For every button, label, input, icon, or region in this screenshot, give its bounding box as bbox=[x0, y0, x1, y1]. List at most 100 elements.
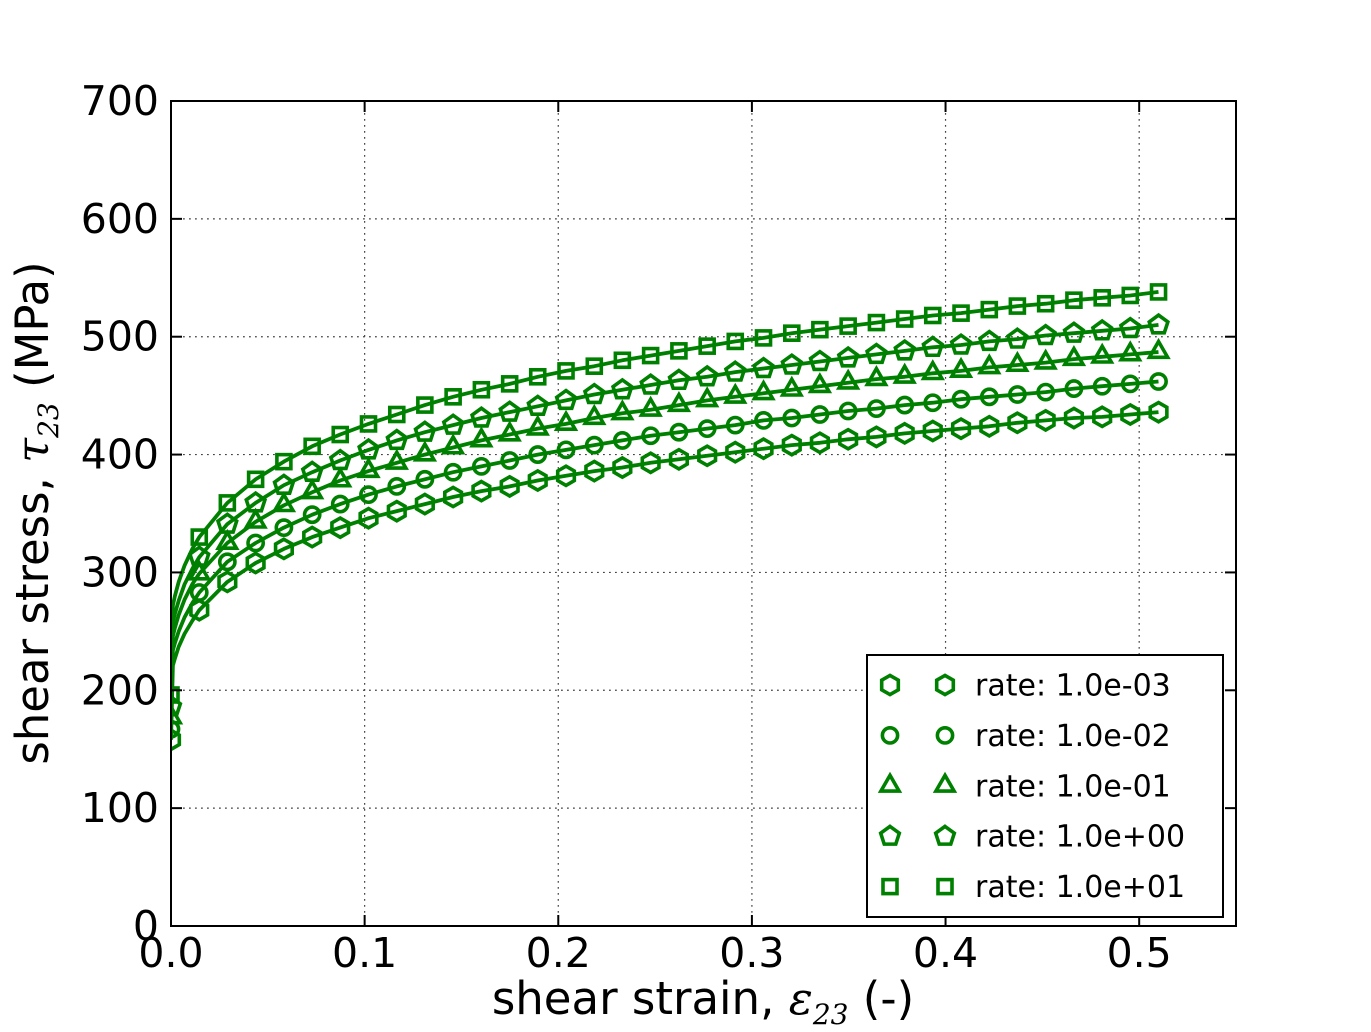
square-marker-icon bbox=[171, 686, 180, 704]
circle-marker-icon bbox=[330, 494, 350, 514]
pentagon-marker-icon bbox=[272, 473, 296, 495]
hexagon-marker-icon bbox=[414, 492, 435, 516]
y-tick-label: 500 bbox=[81, 313, 159, 361]
triangle-marker-icon bbox=[497, 420, 522, 442]
circle-marker-icon bbox=[415, 469, 435, 489]
y-tick-label: 200 bbox=[81, 666, 159, 714]
hexagon-marker-icon bbox=[922, 419, 943, 443]
pentagon-marker-icon bbox=[949, 332, 973, 355]
hexagon-marker-icon bbox=[386, 499, 407, 523]
hexagon-marker-icon bbox=[358, 506, 379, 530]
pentagon-marker-icon bbox=[554, 388, 578, 411]
legend-label: rate: 1.0e+01 bbox=[975, 870, 1185, 905]
square-marker-icon bbox=[416, 396, 434, 414]
square-marker-icon bbox=[444, 388, 462, 406]
hexagon-marker-icon bbox=[443, 485, 464, 509]
pentagon-marker-icon bbox=[300, 460, 324, 482]
circle-marker-icon bbox=[471, 456, 491, 476]
hexagon-marker-icon bbox=[640, 451, 661, 475]
hexagon-marker-icon bbox=[471, 479, 492, 503]
y-tick-label: 0 bbox=[133, 902, 159, 950]
pentagon-marker-icon bbox=[357, 437, 380, 460]
legend-entry-square: rate: 1.0e+01 bbox=[881, 870, 1185, 905]
circle-marker-icon bbox=[979, 387, 999, 407]
circle-marker-icon bbox=[1036, 382, 1056, 402]
square-marker-icon bbox=[952, 304, 970, 322]
pentagon-marker-icon bbox=[695, 364, 719, 387]
triangle-marker-icon bbox=[271, 491, 297, 513]
circle-marker-icon bbox=[359, 485, 378, 505]
hexagon-marker-icon bbox=[781, 433, 802, 457]
hexagon-marker-icon bbox=[668, 447, 690, 471]
x-tick-label: 0.4 bbox=[913, 929, 978, 977]
y-tick-label: 600 bbox=[81, 195, 159, 243]
pentagon-marker-icon bbox=[328, 448, 352, 471]
triangle-marker-icon bbox=[243, 507, 268, 529]
data-series-layer bbox=[171, 283, 1171, 752]
triangle-marker-icon bbox=[932, 771, 958, 793]
pentagon-marker-icon bbox=[498, 400, 522, 422]
square-marker-icon bbox=[472, 380, 491, 399]
hexagon-marker-icon bbox=[584, 459, 605, 483]
hexagon-marker-icon bbox=[934, 673, 956, 697]
series-triangle bbox=[171, 337, 1171, 725]
hexagon-marker-icon bbox=[1092, 405, 1113, 429]
triangle-marker-icon bbox=[694, 386, 720, 408]
x-tick-label: 0.0 bbox=[138, 929, 203, 977]
triangle-marker-icon bbox=[525, 414, 550, 436]
pentagon-marker-icon bbox=[639, 373, 663, 395]
legend-label: rate: 1.0e+00 bbox=[975, 820, 1185, 855]
square-marker-icon bbox=[811, 320, 829, 339]
triangle-marker-icon bbox=[553, 409, 579, 431]
pentagon-marker-icon bbox=[526, 394, 550, 416]
circle-marker-icon bbox=[754, 410, 773, 430]
square-marker-icon bbox=[754, 329, 773, 347]
triangle-marker-icon bbox=[1146, 337, 1171, 360]
square-marker-icon bbox=[359, 415, 378, 433]
triangle-marker-icon bbox=[328, 466, 353, 488]
circle-marker-icon bbox=[500, 451, 520, 470]
triangle-marker-icon bbox=[948, 356, 974, 378]
square-marker-icon bbox=[528, 367, 547, 386]
x-tick-labels: 0.0 0.1 0.2 0.3 0.4 0.5 bbox=[138, 929, 1171, 977]
square-marker-icon bbox=[557, 362, 575, 380]
square-marker-icon bbox=[613, 351, 632, 370]
x-tick-label: 0.2 bbox=[526, 929, 591, 977]
triangle-marker-icon bbox=[835, 368, 861, 390]
hexagon-marker-icon bbox=[809, 431, 830, 455]
pentagon-marker-icon bbox=[780, 352, 804, 375]
hexagon-marker-icon bbox=[273, 537, 295, 561]
square-marker-icon bbox=[331, 425, 350, 444]
y-axis-label: shear stress, τ23 (MPa) bbox=[6, 261, 65, 764]
series-hexagon bbox=[171, 400, 1169, 752]
hexagon-marker-icon bbox=[330, 515, 351, 540]
square-marker-icon bbox=[275, 452, 293, 471]
circle-marker-icon bbox=[302, 505, 322, 525]
pentagon-marker-icon bbox=[921, 335, 945, 358]
y-tick-label: 400 bbox=[81, 431, 159, 479]
circle-marker-icon bbox=[612, 431, 632, 450]
triangle-marker-icon bbox=[723, 382, 748, 404]
square-marker-icon bbox=[980, 300, 999, 319]
pentagon-marker-icon bbox=[977, 329, 1001, 352]
circle-marker-icon bbox=[782, 408, 802, 428]
circle-marker-icon bbox=[443, 462, 463, 482]
hexagon-marker-icon bbox=[555, 464, 577, 488]
x-tick-label: 0.3 bbox=[719, 929, 784, 977]
hexagon-marker-icon bbox=[894, 421, 915, 446]
triangle-marker-icon bbox=[779, 375, 805, 397]
circle-marker-icon bbox=[935, 726, 955, 745]
pentagon-marker-icon bbox=[1118, 316, 1142, 339]
triangle-marker-icon bbox=[1118, 340, 1143, 362]
legend-label: rate: 1.0e-03 bbox=[975, 669, 1171, 704]
pentagon-marker-icon bbox=[441, 413, 465, 435]
hexagon-marker-icon bbox=[499, 474, 520, 499]
square-marker-icon bbox=[1065, 291, 1083, 309]
y-axis-unit: (MPa) bbox=[6, 261, 59, 402]
square-marker-icon bbox=[585, 357, 604, 375]
hexagon-marker-icon bbox=[527, 468, 548, 493]
hexagon-marker-icon bbox=[612, 455, 633, 480]
legend-label: rate: 1.0e-01 bbox=[975, 769, 1171, 804]
